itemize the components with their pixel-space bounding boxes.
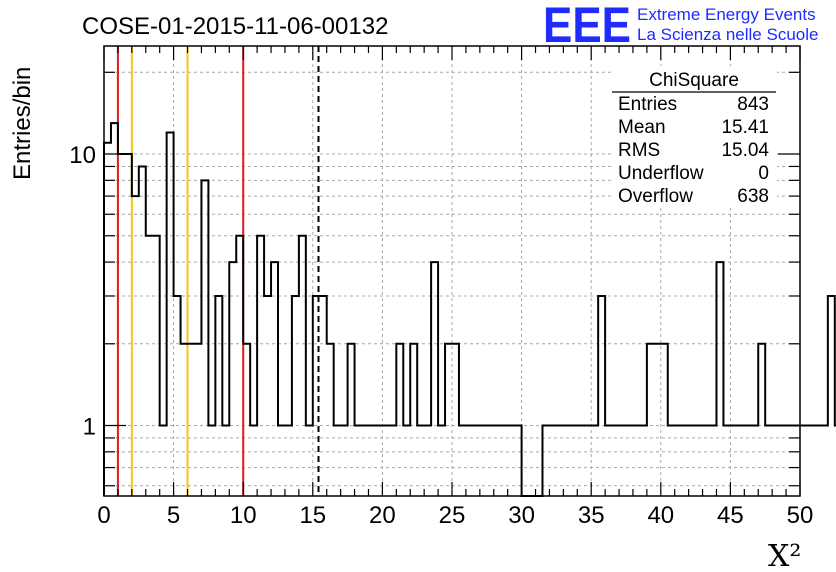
stats-value-underflow: 0: [758, 163, 769, 184]
plot-frame: [103, 45, 801, 497]
stats-value-overflow: 638: [737, 186, 769, 207]
histogram-outline: [103, 122, 836, 497]
stats-box-background: [611, 66, 777, 208]
x-axis-label: X²: [768, 539, 801, 572]
x-tick-label-5: 25: [439, 502, 466, 529]
brand-line-1: Extreme Energy Events: [637, 5, 816, 24]
stats-box: ChiSquare Entries 843 Mean 15.41 RMS 15.…: [611, 66, 777, 208]
stats-label-overflow: Overflow: [618, 186, 693, 207]
x-tick-label-7: 35: [578, 502, 605, 529]
x-tick-label-6: 30: [508, 502, 535, 529]
brand-line-2: La Scienza nelle Scuole: [637, 25, 818, 44]
x-tick-label-0: 0: [97, 502, 110, 529]
y-tick-label-1: 10: [69, 142, 96, 169]
x-tick-label-2: 10: [230, 502, 257, 529]
y-tick-label-0: 1: [83, 414, 96, 441]
stats-label-rms: RMS: [618, 140, 660, 161]
x-tick-label-4: 20: [369, 502, 396, 529]
stats-label-underflow: Underflow: [618, 163, 704, 184]
x-tick-label-3: 15: [299, 502, 326, 529]
x-tick-label-8: 40: [647, 502, 674, 529]
x-tick-label-1: 5: [167, 502, 180, 529]
axis-ticks: [103, 46, 801, 496]
stats-value-rms: 15.04: [721, 140, 769, 161]
run-title: COSE-01-2015-11-06-00132: [82, 13, 388, 40]
reference-lines: [116, 46, 320, 496]
eee-logo: EEE: [543, 0, 631, 53]
stats-label-mean: Mean: [618, 117, 666, 138]
x-tick-label-9: 45: [717, 502, 744, 529]
stats-value-entries: 843: [737, 94, 769, 115]
tick-labels: 0 5 10 15 20 25 30 35 40 45 50 1 10: [69, 142, 813, 529]
stats-value-mean: 15.41: [721, 117, 769, 138]
x-tick-label-10: 50: [787, 502, 814, 529]
stats-title: ChiSquare: [649, 70, 739, 91]
stats-label-entries: Entries: [618, 94, 677, 115]
y-axis-label: Entries/bin: [9, 67, 36, 180]
